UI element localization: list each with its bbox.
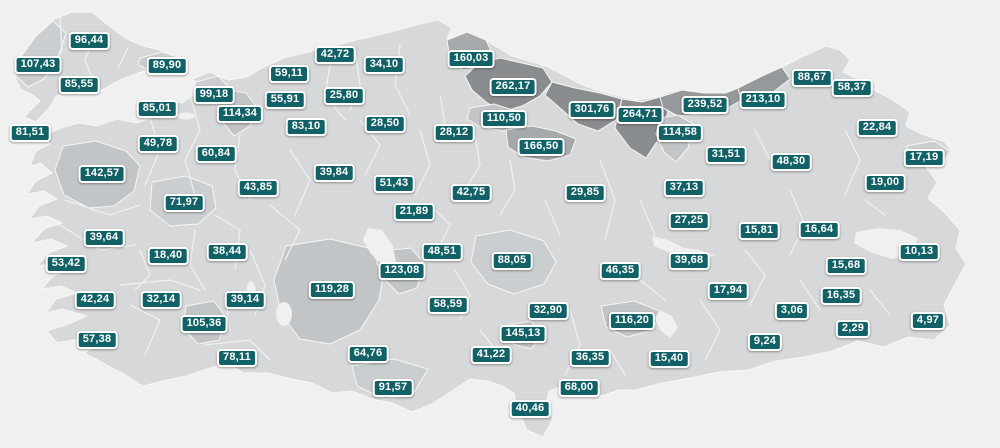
value-label-canakkale: 81,51 [9, 124, 51, 142]
value-label-kilis: 68,00 [558, 379, 600, 397]
value-label-tokat: 166,50 [517, 138, 565, 156]
value-label-bitlis: 15,68 [825, 257, 867, 275]
value-label-tekirdag: 85,55 [58, 76, 100, 94]
value-label-yozgat: 42,75 [450, 184, 492, 202]
value-label-ankara: 39,84 [313, 164, 355, 182]
value-label-diyarbakir: 17,94 [707, 282, 749, 300]
value-label-kars: 22,84 [856, 119, 898, 137]
lake-beysehir [276, 302, 292, 326]
value-label-yalova: 85,01 [136, 100, 178, 118]
value-label-artvin: 88,67 [791, 69, 833, 87]
value-label-bartin: 42,72 [314, 46, 356, 64]
value-label-sirnak: 2,29 [835, 320, 871, 338]
lake-ataturk-reservoir [655, 310, 678, 338]
value-label-kirikkale: 51,43 [373, 175, 415, 193]
value-label-eskisehir: 43,85 [237, 179, 279, 197]
value-label-bolu: 83,10 [285, 118, 327, 136]
value-label-cankiri: 28,50 [364, 115, 406, 133]
value-label-tunceli: 27,25 [668, 212, 710, 230]
value-label-konya: 119,28 [308, 281, 356, 299]
value-label-kutahya: 71,97 [163, 194, 205, 212]
value-label-amasya: 110,50 [480, 110, 528, 128]
value-label-igdir: 17,19 [903, 149, 945, 167]
value-label-sivas: 29,85 [564, 184, 606, 202]
value-label-kastamonu: 34,10 [363, 56, 405, 74]
value-label-mersin: 91,57 [372, 379, 414, 397]
value-label-erzincan: 37,13 [663, 179, 705, 197]
value-label-i-zmir: 53,42 [45, 255, 87, 273]
value-label-burdur: 105,36 [180, 315, 228, 333]
value-label-sanliurfa: 15,40 [648, 350, 690, 368]
value-label-karabuk: 25,80 [323, 87, 365, 105]
value-label-hakkari: 4,97 [910, 312, 946, 330]
value-label-ordu: 301,76 [568, 101, 616, 119]
value-label-kahramanmaras: 32,90 [527, 302, 569, 320]
value-label-bilecik: 60,84 [195, 145, 237, 163]
value-label-bursa: 49,78 [137, 135, 179, 153]
value-label-sinop: 160,03 [447, 50, 495, 68]
value-label-erzurum: 48,30 [770, 153, 812, 171]
value-label-hatay: 40,46 [509, 400, 551, 418]
value-label-agri: 19,00 [864, 174, 906, 192]
value-label-bingol: 15,81 [738, 222, 780, 240]
value-label-mus: 16,64 [798, 221, 840, 239]
value-label-samsun: 262,17 [489, 78, 537, 96]
lake-tuz [363, 228, 396, 266]
value-label-balikesir: 142,57 [78, 165, 126, 183]
value-label-kayseri: 88,05 [491, 252, 533, 270]
value-label-giresun: 264,71 [616, 106, 664, 124]
value-label-nigde: 58,59 [427, 296, 469, 314]
value-label-sakarya: 114,34 [216, 105, 264, 123]
value-label-edirne: 107,43 [14, 56, 62, 74]
value-label-bayburt: 31,51 [705, 146, 747, 164]
value-label-kocaeli: 99,18 [193, 86, 235, 104]
value-label-trabzon: 239,52 [681, 96, 729, 114]
value-label-siirt: 16,35 [820, 287, 862, 305]
value-label-isparta: 39,14 [224, 291, 266, 309]
value-label-corum: 28,12 [433, 124, 475, 142]
value-label-elazig: 39,68 [668, 252, 710, 270]
value-label-zonguldak: 59,11 [269, 65, 309, 83]
value-label-rize: 213,10 [739, 91, 787, 109]
value-label-nevsehir: 48,51 [421, 243, 463, 261]
value-label-aydin: 42,24 [74, 291, 116, 309]
value-label-gumushane: 114,58 [656, 124, 704, 142]
value-label-adana: 41,22 [470, 346, 512, 364]
value-label-mugla: 57,38 [76, 331, 118, 349]
value-label-van: 10,13 [898, 243, 940, 261]
value-label-usak: 18,40 [147, 247, 189, 265]
value-label-mardin: 9,24 [747, 333, 783, 351]
province-borders [44, 17, 891, 376]
value-label-aksaray: 123,08 [378, 262, 426, 280]
value-label-kirsehir: 21,89 [393, 203, 435, 221]
value-label-i-stanbul: 89,90 [146, 57, 188, 75]
value-label-afyonkarahisar: 38,44 [206, 243, 248, 261]
value-label-duzce: 55,91 [264, 91, 306, 109]
value-label-denizli: 32,14 [140, 291, 182, 309]
value-label-ardahan: 58,37 [831, 79, 873, 97]
value-label-osmaniye: 145,13 [499, 325, 547, 343]
value-label-karaman: 64,76 [347, 345, 389, 363]
lake-iznik [177, 112, 195, 120]
value-label-batman: 3,06 [774, 302, 810, 320]
value-label-malatya: 46,35 [599, 262, 641, 280]
value-label-manisa: 39,64 [83, 229, 125, 247]
value-label-kirklareli: 96,44 [68, 32, 110, 50]
value-label-adiyaman: 116,20 [608, 312, 656, 330]
value-label-gaziantep: 36,35 [569, 349, 611, 367]
value-label-antalya: 78,11 [217, 349, 257, 367]
